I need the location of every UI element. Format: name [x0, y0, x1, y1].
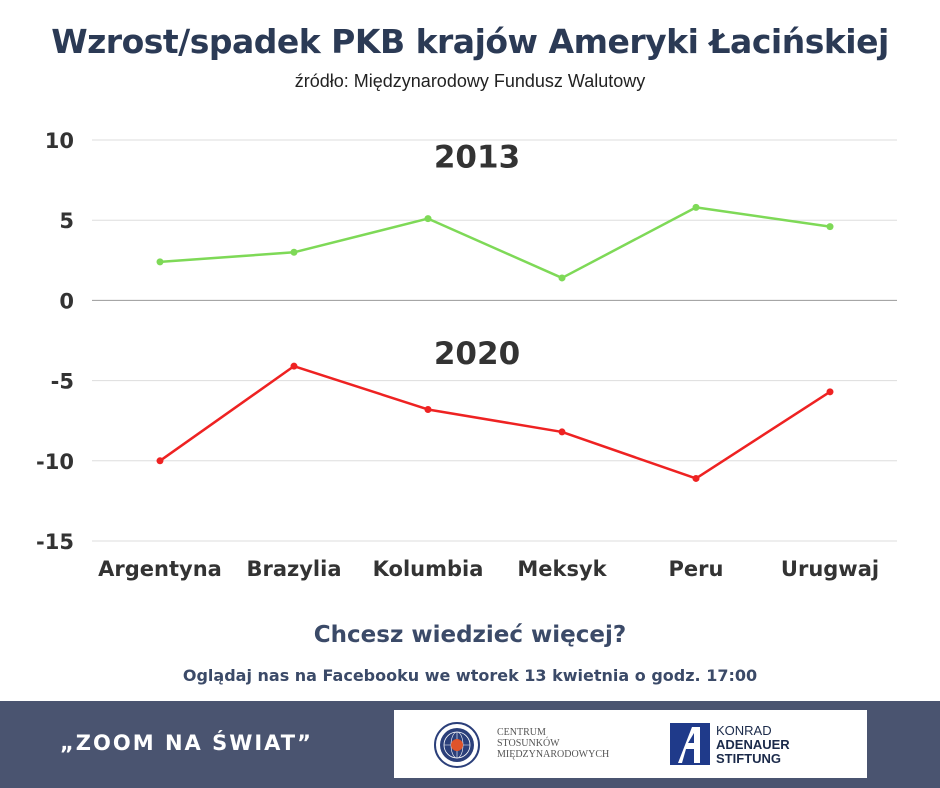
- x-tick-label: Kolumbia: [373, 557, 484, 581]
- data-point-2013: [424, 215, 432, 223]
- y-tick-label: -5: [51, 370, 74, 394]
- y-tick-label: 5: [59, 209, 74, 233]
- series-title: „ZOOM NA ŚWIAT”: [60, 731, 313, 755]
- x-tick-label: Peru: [669, 557, 724, 581]
- data-point-2020: [692, 474, 700, 482]
- data-point-2013: [692, 203, 700, 211]
- csm-logo-text: CENTRUM STOSUNKÓW MIĘDZYNARODOWYCH: [497, 727, 610, 760]
- kas-logo-text: KONRAD ADENAUER STIFTUNG: [716, 723, 790, 766]
- partner-logos: CENTRUM STOSUNKÓW MIĘDZYNARODOWYCH KONRA…: [394, 710, 867, 778]
- data-point-2020: [826, 388, 834, 396]
- data-point-2013: [826, 223, 834, 231]
- y-tick-label: -15: [36, 530, 74, 554]
- csm-seal-icon: [434, 722, 480, 768]
- series-line-2020: [159, 364, 831, 480]
- x-tick-label: Brazylia: [246, 557, 341, 581]
- series-group: [156, 203, 834, 482]
- data-point-2020: [558, 428, 566, 436]
- cta-subtitle: Oglądaj nas na Facebooku we wtorek 13 kw…: [182, 666, 758, 685]
- x-axis-ticks: Argentyna Brazylia Kolumbia Meksyk Peru Urugw…: [98, 557, 879, 581]
- line-chart: 10 5 0 -5 -10 -15 Argentyna Brazylia Kolumbia Me…: [36, 129, 897, 581]
- data-point-2013: [558, 274, 566, 282]
- data-point-2020: [290, 362, 298, 370]
- x-tick-label: Urugwaj: [781, 557, 879, 581]
- y-tick-label: -10: [36, 450, 74, 474]
- chart-title: Wzrost/spadek PKB krajów Ameryki Łacińsk…: [51, 22, 889, 61]
- y-tick-label: 0: [59, 289, 74, 313]
- series-label-2020: 2020: [434, 336, 520, 372]
- series-line-2013: [159, 206, 831, 280]
- x-tick-label: Meksyk: [517, 557, 607, 581]
- chart-subtitle: źródło: Międzynarodowy Fundusz Walutowy: [294, 71, 646, 91]
- data-point-2013: [156, 258, 164, 266]
- data-point-2013: [290, 248, 298, 256]
- data-point-2020: [424, 405, 432, 413]
- grid-lines: [92, 139, 897, 542]
- cta-title: Chcesz wiedzieć więcej?: [313, 622, 627, 648]
- data-point-2020: [156, 457, 164, 465]
- series-label-2013: 2013: [434, 139, 520, 175]
- kas-logo-icon: [670, 723, 710, 765]
- series-labels: 2013 2020: [434, 139, 520, 372]
- y-axis-ticks: 10 5 0 -5 -10 -15: [36, 129, 74, 554]
- x-tick-label: Argentyna: [98, 557, 222, 581]
- footer-bar: „ZOOM NA ŚWIAT” CENTRUM STOSUNKÓW MIĘDZY…: [0, 701, 940, 788]
- y-tick-label: 10: [45, 129, 74, 153]
